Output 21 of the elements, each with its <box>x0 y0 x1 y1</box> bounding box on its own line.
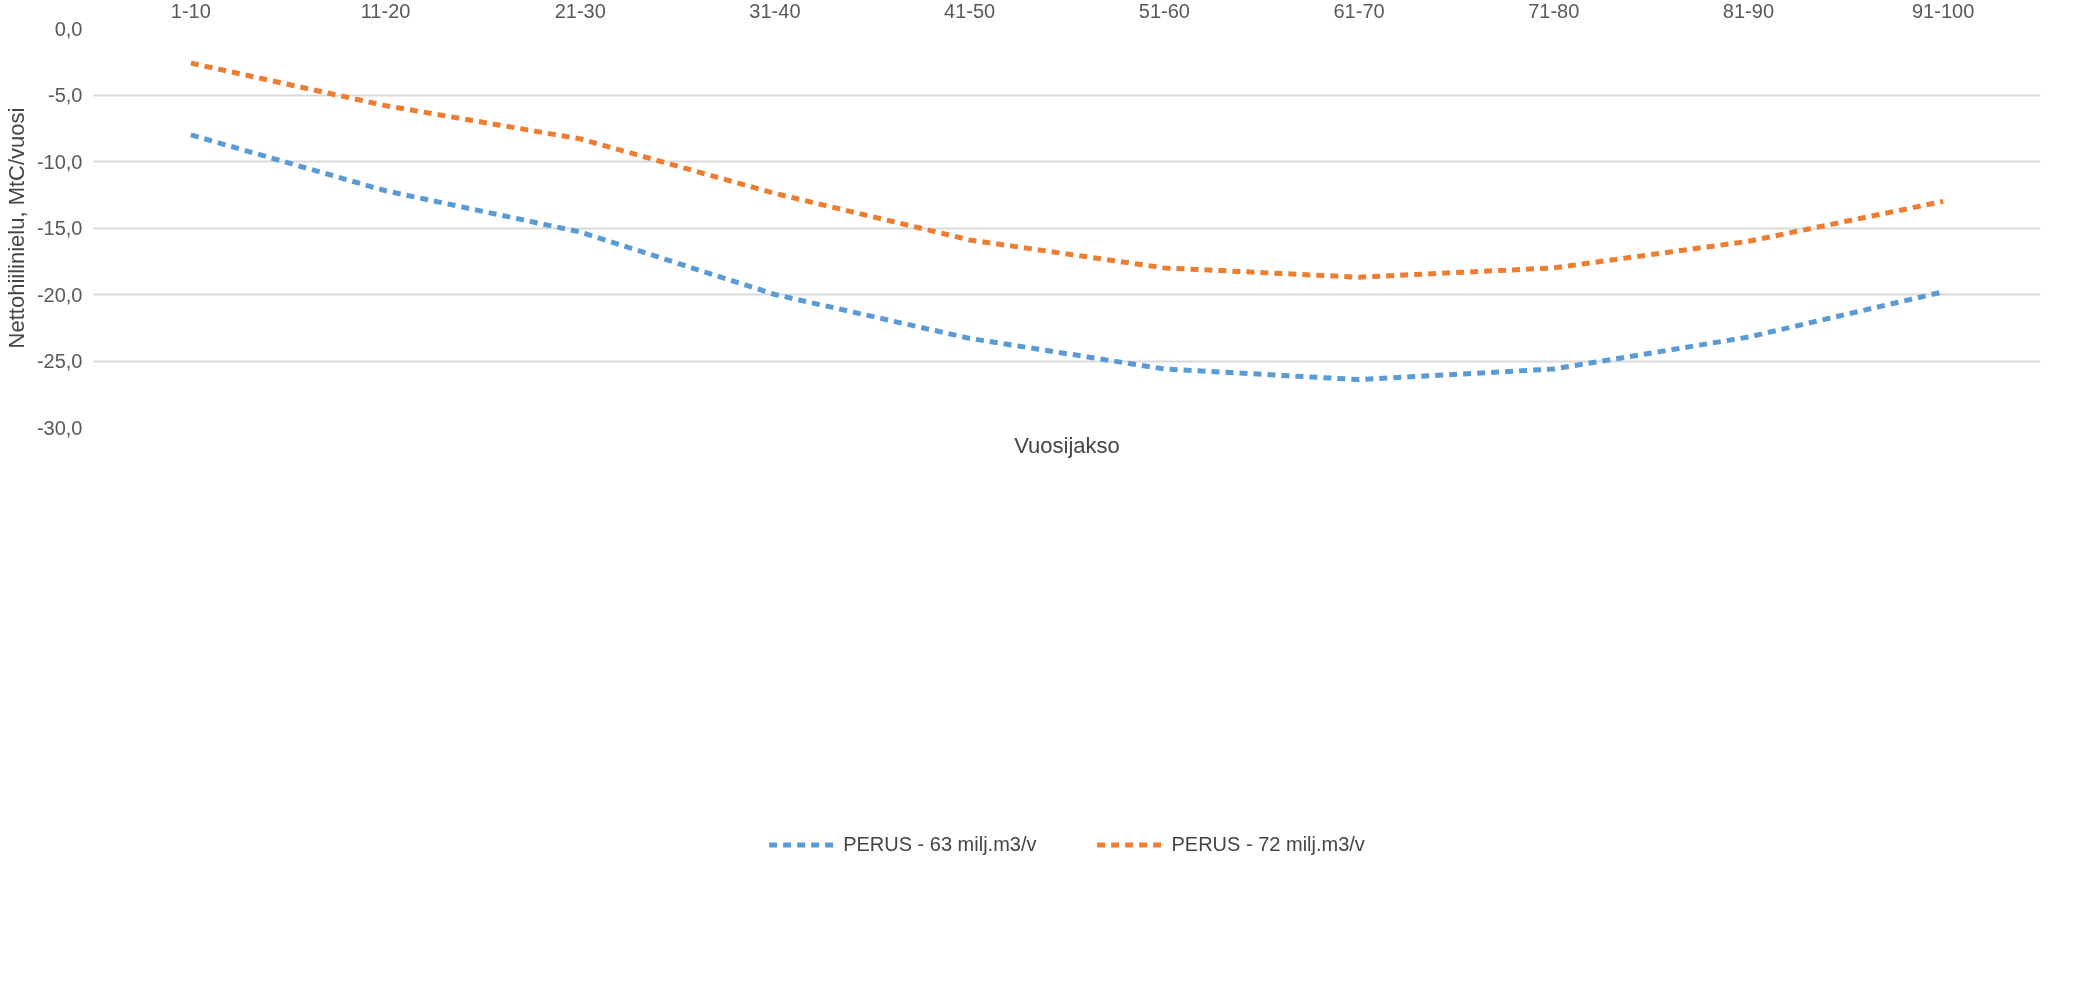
x-tick-label: 41-50 <box>944 0 996 22</box>
x-tick-label: 71-80 <box>1528 0 1580 22</box>
x-tick-label: 21-30 <box>554 0 606 22</box>
y-tick-label: -30,0 <box>36 416 83 439</box>
legend-label: PERUS - 72 milj.m3/v <box>1171 832 1365 856</box>
x-tick-label: 11-20 <box>360 0 411 22</box>
y-tick-label: 0,0 <box>54 17 83 40</box>
y-tick-label: -5,0 <box>48 84 83 106</box>
x-tick-label: 51-60 <box>1138 0 1190 22</box>
x-axis-title: Vuosijakso <box>1014 432 1120 458</box>
x-tick-label: 1-10 <box>170 0 211 22</box>
y-tick-label: -20,0 <box>36 283 83 306</box>
y-axis-title: Nettohiilinielu, MtC/vuosi <box>3 107 29 349</box>
legend-label: PERUS - 63 milj.m3/v <box>843 832 1037 856</box>
x-tick-label: 91-100 <box>1912 0 1975 22</box>
x-tick-label: 81-90 <box>1722 0 1775 22</box>
x-tick-label: 61-70 <box>1333 0 1385 22</box>
y-tick-label: -25,0 <box>36 350 83 372</box>
y-tick-label: -15,0 <box>36 217 83 239</box>
x-tick-label: 31-40 <box>749 0 801 22</box>
y-tick-label: -10,0 <box>36 150 83 173</box>
